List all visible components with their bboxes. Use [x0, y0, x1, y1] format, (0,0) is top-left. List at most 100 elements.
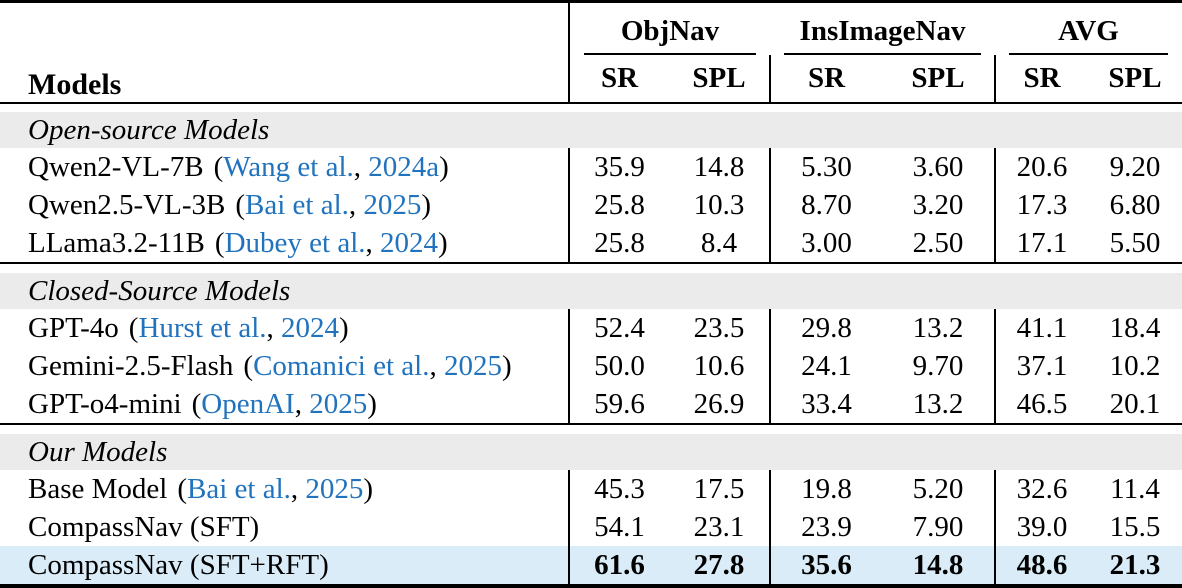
value-cell: 41.1 — [994, 309, 1089, 347]
citation-separator: , — [429, 349, 444, 382]
citation-open-paren: ( — [243, 349, 254, 382]
value-cell: 59.6 — [568, 385, 669, 424]
value-cell: 46.5 — [994, 385, 1089, 424]
citation-authors-link[interactable]: Dubey et al. — [224, 226, 366, 259]
model-name-cell: Gemini-2.5-Flash (Comanici et al., 2025) — [0, 347, 569, 385]
value-cell: 20.6 — [994, 148, 1089, 186]
section-header-row: Our Models — [0, 434, 1182, 470]
value-cell: 8.70 — [769, 186, 883, 224]
citation-year-link[interactable]: 2024 — [380, 226, 438, 259]
citation-year-link[interactable]: 2025 — [443, 349, 502, 382]
citation-open-paren: ( — [177, 472, 188, 505]
value-cell: 9.20 — [1109, 150, 1161, 183]
spacer-cell — [0, 262, 1182, 273]
citation-close-paren: ) — [421, 188, 432, 221]
spacer-cell — [0, 103, 1182, 112]
section-header-row: Open-source Models — [0, 112, 1182, 148]
model-name-cell: Qwen2.5-VL-3B (Bai et al., 2025) — [0, 186, 569, 224]
value-cell: 20.1 — [1109, 387, 1161, 420]
citation-authors-link[interactable]: Wang et al. — [223, 150, 354, 183]
value-cell: 35.6 — [769, 546, 883, 586]
column-header-insimagenav-spl: SPL — [911, 62, 965, 94]
model-name: Gemini-2.5-Flash — [28, 349, 234, 382]
column-group-avg: AVG — [995, 2, 1182, 55]
model-name-cell: Base Model (Bai et al., 2025) — [0, 470, 569, 508]
header-group-row: Models ObjNav InsImageNav AVG — [0, 1, 1182, 103]
objnav-cmidrule: ObjNav — [584, 9, 757, 55]
citation: (OpenAI, 2025) — [192, 388, 377, 420]
model-name-cell: GPT-o4-mini (OpenAI, 2025) — [0, 385, 569, 424]
citation-year-link[interactable]: 2025 — [363, 188, 422, 221]
value-cell: 5.50 — [1109, 226, 1161, 259]
citation-open-paren: ( — [235, 188, 245, 221]
value-cell: 50.0 — [568, 347, 669, 385]
group-label-objnav: ObjNav — [620, 15, 720, 47]
value-cell: 19.8 — [769, 470, 883, 508]
value-cell: 14.8 — [912, 548, 964, 581]
section-divider-rule — [0, 262, 1182, 273]
value-cell: 7.90 — [912, 510, 964, 543]
table-row: Gemini-2.5-Flash (Comanici et al., 2025) 5… — [0, 347, 1182, 385]
model-name: LLama3.2-11B — [28, 226, 205, 259]
value-cell: 26.9 — [693, 387, 745, 420]
value-cell: 10.3 — [693, 188, 745, 221]
column-header-avg-sr: SR — [994, 55, 1089, 103]
value-cell: 23.5 — [693, 311, 745, 344]
value-cell: 48.6 — [994, 546, 1089, 586]
model-name: GPT-o4-mini — [28, 387, 182, 420]
value-cell: 2.50 — [912, 226, 964, 259]
group-label-insimagenav: InsImageNav — [799, 15, 966, 47]
citation-separator: , — [290, 472, 306, 505]
value-cell: 9.70 — [912, 349, 964, 382]
citation-year-link[interactable]: 2024a — [368, 150, 440, 183]
citation-authors-link[interactable]: Comanici et al. — [253, 349, 430, 382]
value-cell: 61.6 — [568, 546, 669, 586]
model-name: Qwen2.5-VL-3B — [28, 188, 226, 221]
value-cell: 3.00 — [769, 224, 883, 263]
model-name: Qwen2-VL-7B — [28, 150, 204, 183]
section-label: Closed-Source Models — [0, 273, 1182, 309]
citation-open-paren: ( — [191, 387, 202, 420]
citation-authors-link[interactable]: Bai et al. — [245, 188, 349, 221]
value-cell: 25.8 — [568, 224, 669, 263]
value-cell: 23.9 — [769, 508, 883, 546]
spacer-cell — [0, 423, 1182, 434]
citation: (Bai et al., 2025) — [177, 473, 373, 505]
citation-year-link[interactable]: 2025 — [309, 387, 368, 420]
value-cell: 10.6 — [693, 349, 745, 382]
value-cell: 17.3 — [994, 186, 1089, 224]
value-cell: 8.4 — [700, 226, 738, 259]
citation-year-link[interactable]: 2025 — [305, 472, 364, 505]
table-row: GPT-o4-mini (OpenAI, 2025) 59.6 26.9 33.4 13.… — [0, 385, 1182, 424]
citation-authors-link[interactable]: OpenAI — [201, 387, 295, 420]
citation-close-paren: ) — [363, 472, 374, 505]
value-cell: 14.8 — [693, 150, 745, 183]
header-gap — [0, 103, 1182, 112]
section-header-row: Closed-Source Models — [0, 273, 1182, 309]
value-cell: 54.1 — [568, 508, 669, 546]
model-name: Base Model — [28, 472, 168, 505]
model-name: CompassNav (SFT) — [28, 510, 260, 543]
citation-close-paren: ) — [438, 226, 448, 259]
value-cell: 25.8 — [568, 186, 669, 224]
value-cell: 10.2 — [1109, 349, 1161, 382]
citation-year-link[interactable]: 2024 — [281, 311, 340, 344]
model-name-cell: LLama3.2-11B (Dubey et al., 2024) — [0, 224, 569, 263]
value-cell: 18.4 — [1109, 311, 1161, 344]
avg-cmidrule: AVG — [1009, 9, 1169, 55]
value-cell: 37.1 — [994, 347, 1089, 385]
column-header-objnav-spl: SPL — [692, 62, 746, 94]
model-name-cell: Qwen2-VL-7B (Wang et al., 2024a) — [0, 148, 569, 186]
value-cell: 27.8 — [693, 548, 745, 581]
value-cell: 29.8 — [769, 309, 883, 347]
citation-authors-link[interactable]: Hurst et al. — [138, 311, 267, 344]
value-cell: 3.60 — [912, 150, 964, 183]
value-cell: 21.3 — [1109, 548, 1161, 581]
citation-separator: , — [365, 226, 380, 259]
citation-authors-link[interactable]: Bai et al. — [187, 472, 291, 505]
model-name: GPT-4o — [28, 311, 119, 344]
citation-close-paren: ) — [339, 311, 349, 344]
table-row: CompassNav (SFT) 54.1 23.1 23.9 7.90 39.0 15.5 — [0, 508, 1182, 546]
column-group-insimagenav: InsImageNav — [770, 2, 995, 55]
model-name: CompassNav (SFT+RFT) — [28, 548, 329, 581]
